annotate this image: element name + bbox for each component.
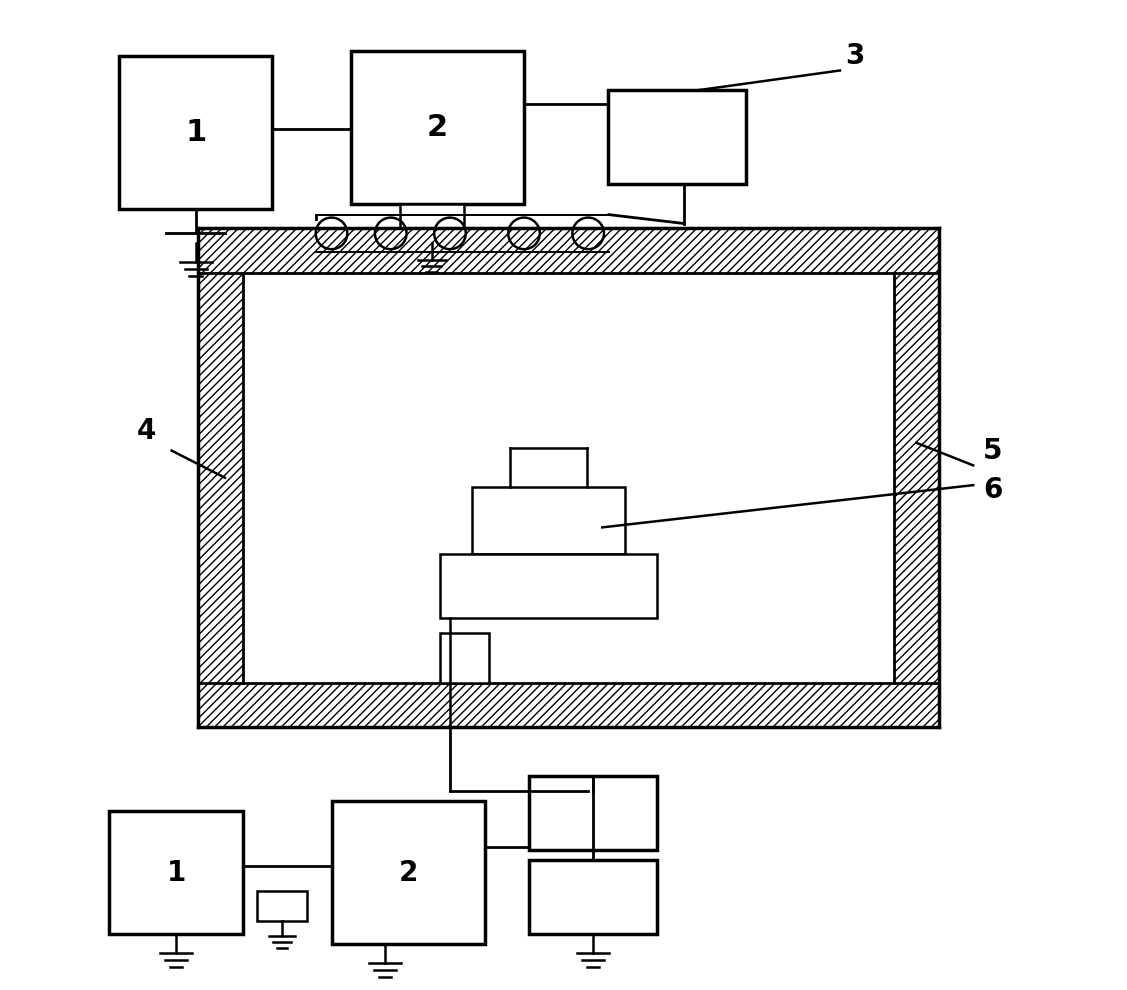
- Bar: [198, 682, 939, 727]
- Text: 2: 2: [427, 113, 449, 142]
- Text: 3: 3: [845, 42, 864, 69]
- Bar: [198, 229, 939, 273]
- Bar: [441, 634, 489, 682]
- Bar: [529, 860, 657, 935]
- Bar: [472, 487, 625, 554]
- Bar: [257, 891, 307, 921]
- Bar: [607, 90, 746, 184]
- Bar: [441, 554, 657, 619]
- Bar: [109, 811, 242, 935]
- Text: 5: 5: [983, 437, 1003, 464]
- Text: 4: 4: [137, 417, 157, 445]
- Bar: [198, 273, 242, 682]
- Text: 6: 6: [983, 476, 1003, 504]
- Bar: [352, 50, 524, 204]
- Bar: [400, 204, 464, 244]
- Bar: [331, 801, 485, 944]
- Bar: [119, 55, 273, 209]
- Bar: [529, 776, 657, 850]
- Bar: [894, 273, 939, 682]
- Text: 1: 1: [185, 118, 206, 147]
- Text: 2: 2: [398, 858, 418, 887]
- Text: 1: 1: [167, 858, 186, 887]
